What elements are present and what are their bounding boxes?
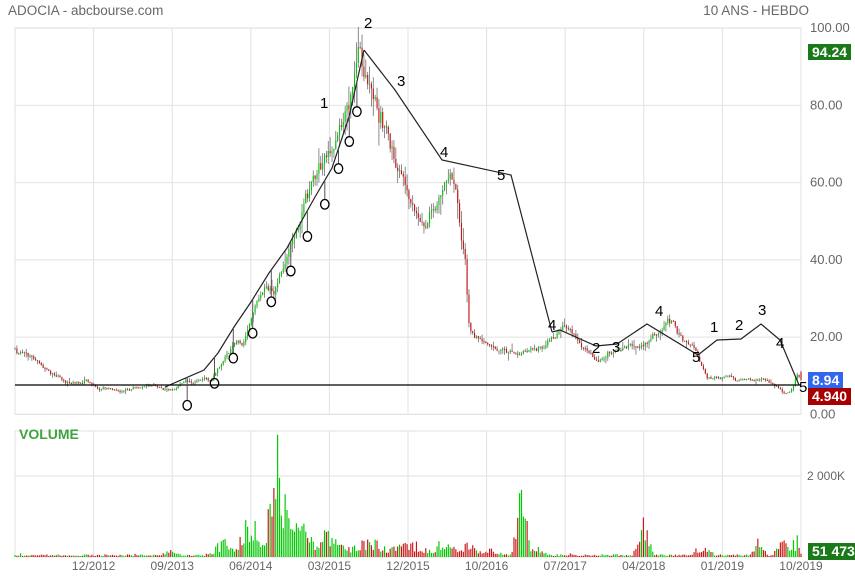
svg-text:2: 2 [364,15,372,32]
svg-text:12/2015: 12/2015 [386,559,430,573]
svg-text:4: 4 [776,335,784,352]
svg-text:3: 3 [612,339,620,356]
svg-text:5: 5 [497,167,505,184]
svg-text:0.00: 0.00 [810,406,835,421]
svg-text:1: 1 [320,95,328,112]
svg-text:1: 1 [710,319,718,336]
svg-text:01/2019: 01/2019 [701,559,745,573]
svg-text:3: 3 [758,302,766,319]
svg-text:2: 2 [592,340,600,357]
svg-text:60.00: 60.00 [810,175,843,190]
svg-text:07/2017: 07/2017 [544,559,588,573]
svg-text:09/2013: 09/2013 [151,559,195,573]
svg-text:3: 3 [397,73,405,90]
svg-text:5: 5 [799,379,807,396]
svg-text:04/2018: 04/2018 [622,559,666,573]
svg-text:2 000K: 2 000K [807,469,845,483]
svg-text:2: 2 [735,317,743,334]
svg-text:100.00: 100.00 [810,20,850,35]
svg-text:5: 5 [692,349,700,366]
svg-text:4: 4 [548,317,556,334]
svg-text:10/2019: 10/2019 [779,559,823,573]
svg-text:4: 4 [655,303,663,320]
svg-text:80.00: 80.00 [810,97,843,112]
svg-text:40.00: 40.00 [810,252,843,267]
svg-text:12/2012: 12/2012 [72,559,116,573]
svg-text:4: 4 [440,144,448,161]
svg-text:03/2015: 03/2015 [308,559,352,573]
svg-text:20.00: 20.00 [810,329,843,344]
svg-text:10/2016: 10/2016 [465,559,509,573]
svg-text:06/2014: 06/2014 [229,559,273,573]
